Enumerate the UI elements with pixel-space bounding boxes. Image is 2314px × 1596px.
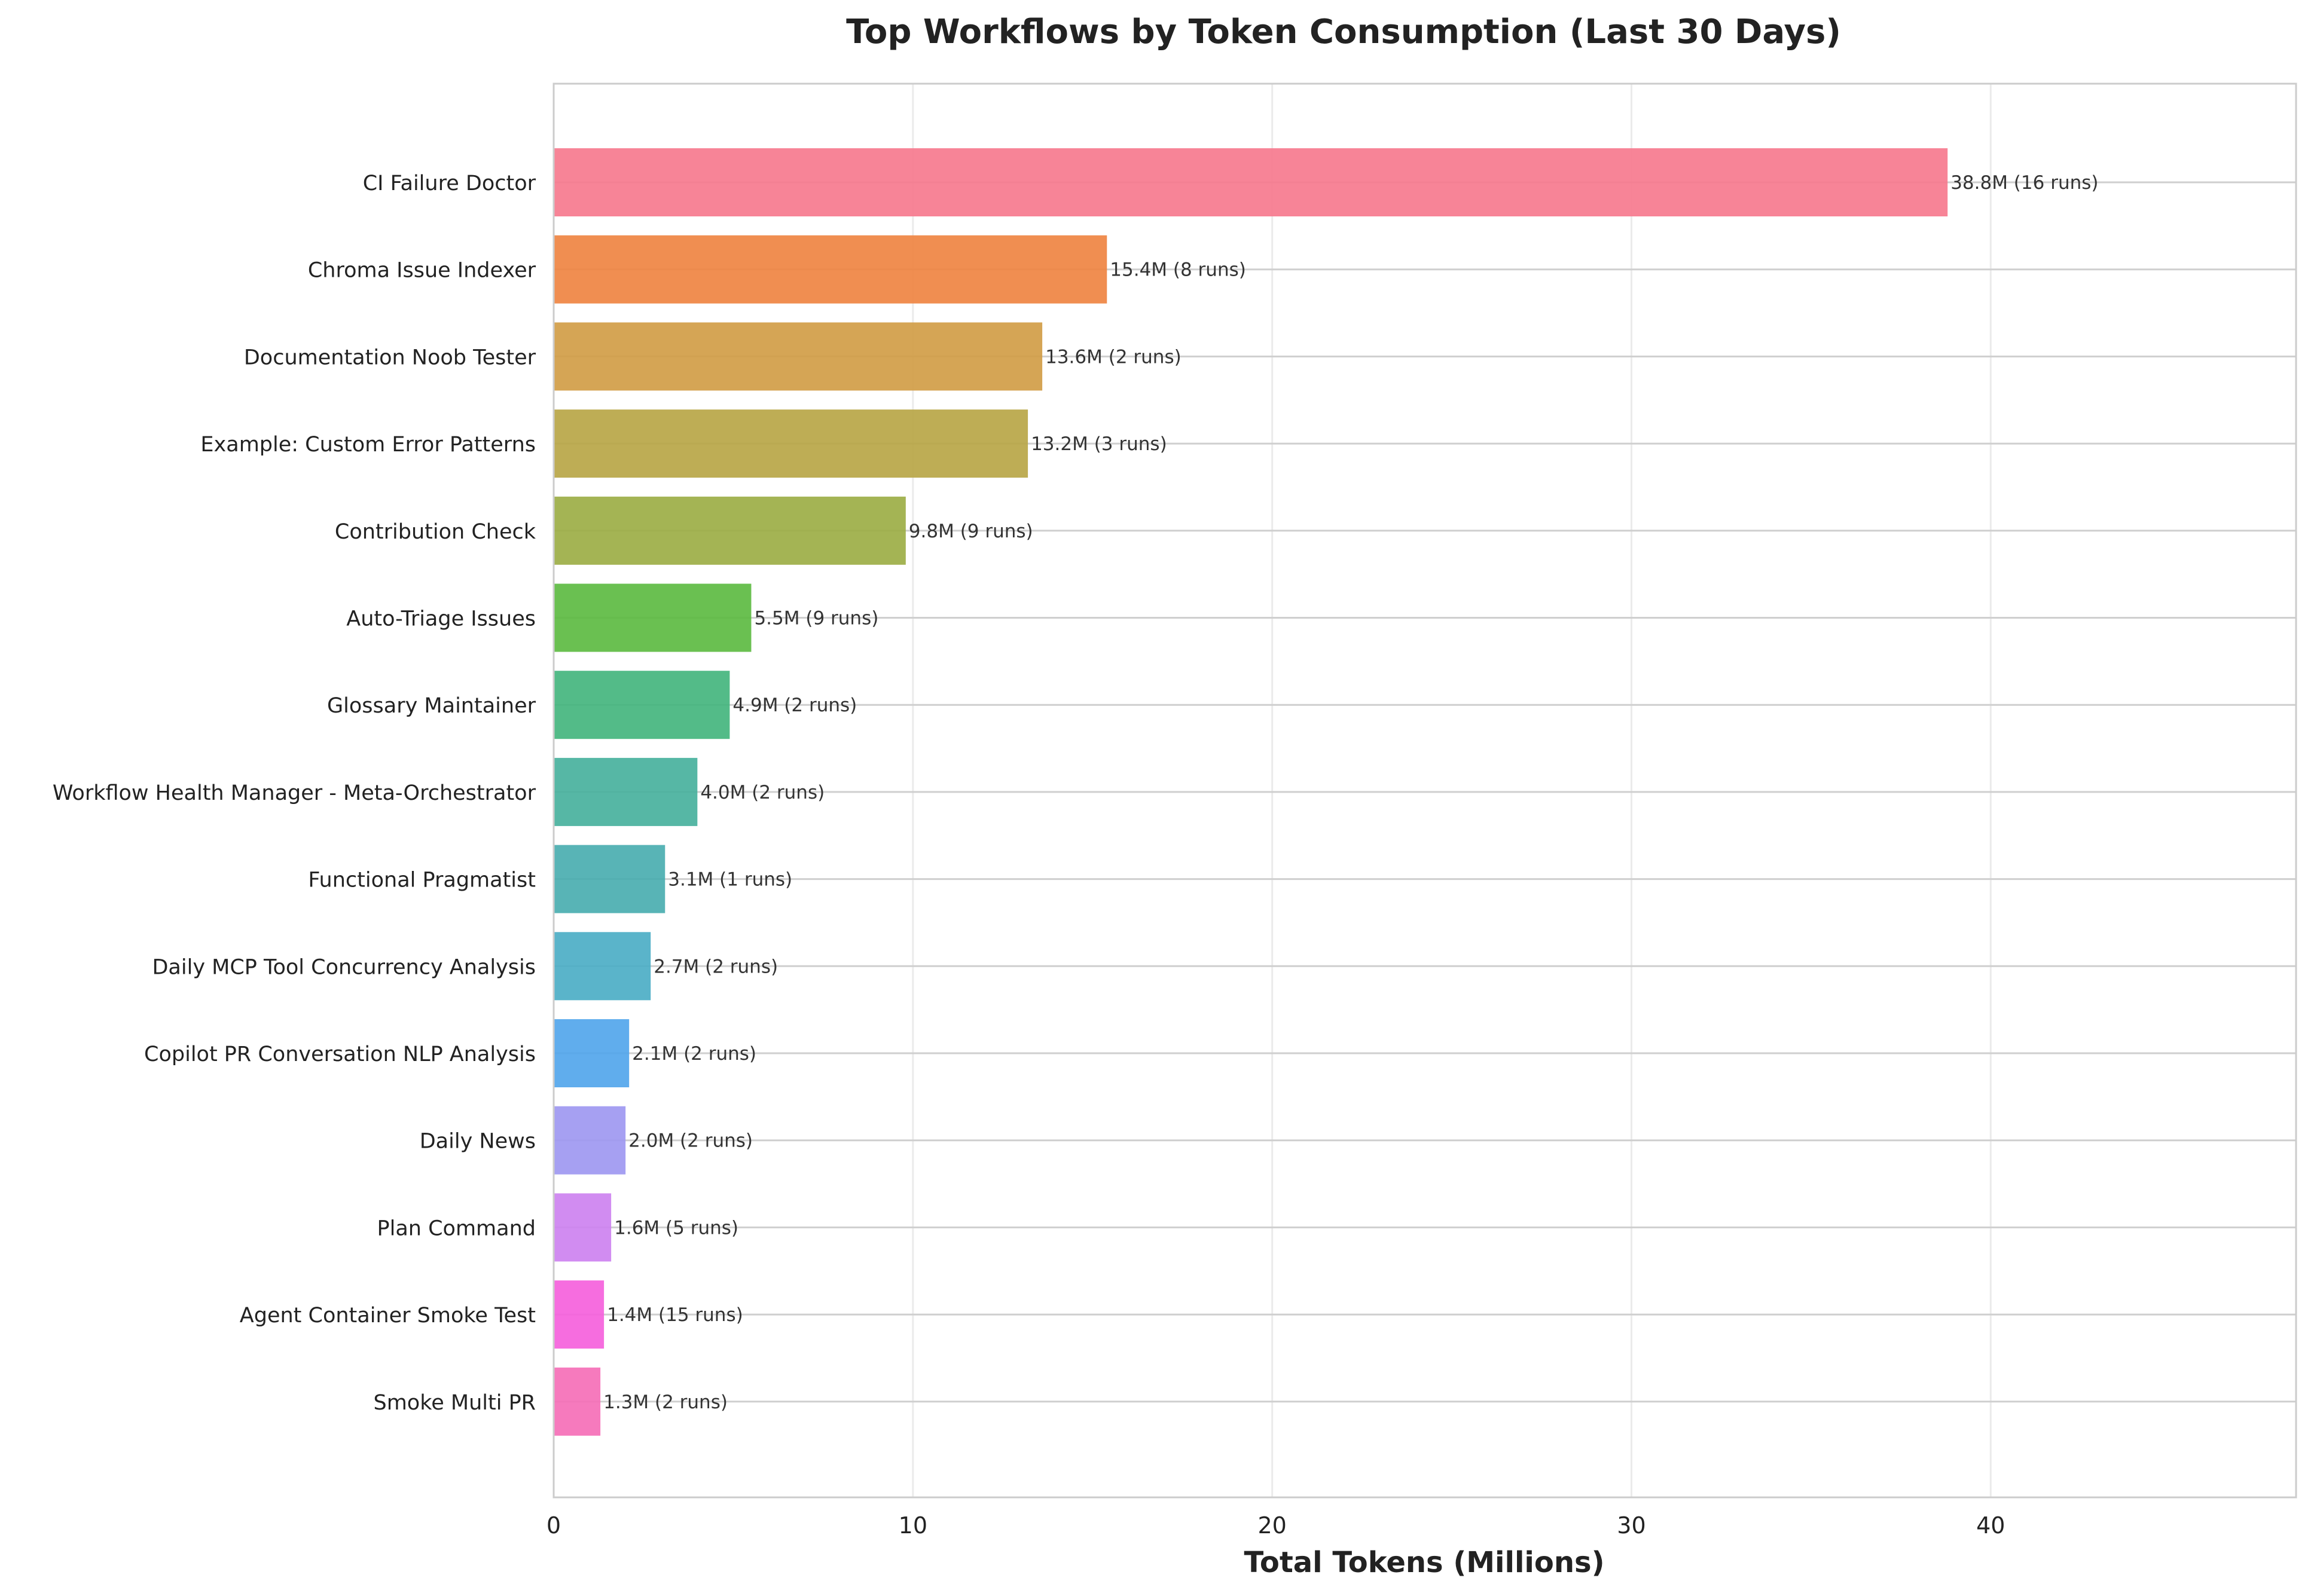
x-tick-label: 40 (1976, 1512, 2005, 1539)
y-tick-labels: CI Failure Doctor Chroma Issue Indexer Doc… (53, 172, 536, 1415)
bar (554, 409, 1028, 478)
data-label: 4.9M (2 runs) (732, 695, 857, 716)
data-label: 1.3M (2 runs) (603, 1392, 728, 1413)
x-tick-label: 0 (547, 1512, 561, 1539)
data-label: 38.8M (16 runs) (1950, 172, 2098, 194)
data-label: 1.6M (5 runs) (614, 1217, 738, 1239)
bar (554, 671, 730, 739)
data-label: 3.1M (1 runs) (668, 869, 792, 891)
y-tick-label: Agent Container Smoke Test (240, 1304, 536, 1328)
x-tick-label: 20 (1257, 1512, 1286, 1539)
bar (554, 757, 698, 826)
bar (554, 1193, 612, 1262)
data-label: 2.0M (2 runs) (628, 1130, 753, 1152)
bar (554, 496, 906, 565)
bars (554, 148, 1948, 1436)
y-tick-label: Auto-Triage Issues (346, 607, 536, 631)
bar (554, 148, 1948, 216)
bar (554, 932, 651, 1001)
x-tick-label: 10 (899, 1512, 927, 1539)
x-tick-labels: 0 10 20 30 40 (547, 1512, 2005, 1539)
bar (554, 1019, 630, 1087)
data-label: 2.7M (2 runs) (654, 956, 778, 977)
data-label: 2.1M (2 runs) (632, 1043, 756, 1065)
bar (554, 583, 752, 652)
bar (554, 1280, 605, 1349)
bar (554, 235, 1107, 304)
y-tick-label: CI Failure Doctor (363, 172, 536, 195)
data-label: 4.0M (2 runs) (700, 782, 825, 803)
bar (554, 322, 1043, 391)
y-tick-label: Smoke Multi PR (373, 1391, 536, 1415)
data-labels: 38.8M (16 runs) 15.4M (8 runs) 13.6M (2 ru… (603, 172, 2098, 1413)
data-label: 13.6M (2 runs) (1045, 346, 1182, 368)
y-tick-label: Plan Command (377, 1216, 536, 1240)
y-tick-label: Example: Custom Error Patterns (200, 433, 536, 457)
y-tick-label: Functional Pragmatist (308, 869, 536, 892)
bar (554, 845, 665, 913)
y-tick-label: Daily MCP Tool Concurrency Analysis (152, 955, 536, 979)
plot-frame (552, 82, 2297, 1499)
data-label: 9.8M (9 runs) (909, 521, 1033, 542)
y-tick-label: Chroma Issue Indexer (308, 259, 536, 283)
y-tick-label: Contribution Check (335, 520, 536, 544)
data-label: 5.5M (9 runs) (754, 608, 878, 629)
axes-frame (552, 82, 2297, 1499)
y-tick-label: Glossary Maintainer (327, 694, 536, 718)
x-axis-label: Total Tokens (Millions) (1244, 1546, 1605, 1579)
x-tick-label: 30 (1617, 1512, 1646, 1539)
data-label: 1.4M (15 runs) (607, 1304, 743, 1326)
data-label: 13.2M (3 runs) (1031, 433, 1167, 455)
bar (554, 1367, 601, 1436)
chart-title: Top Workflows by Token Consumption (Last… (846, 13, 1841, 51)
data-label: 15.4M (8 runs) (1110, 259, 1246, 281)
y-tick-label: Copilot PR Conversation NLP Analysis (144, 1042, 536, 1066)
y-tick-label: Documentation Noob Tester (244, 346, 536, 369)
y-tick-label: Workflow Health Manager - Meta-Orchestra… (53, 781, 536, 805)
bar (554, 1106, 626, 1175)
y-tick-label: Daily News (420, 1130, 536, 1154)
